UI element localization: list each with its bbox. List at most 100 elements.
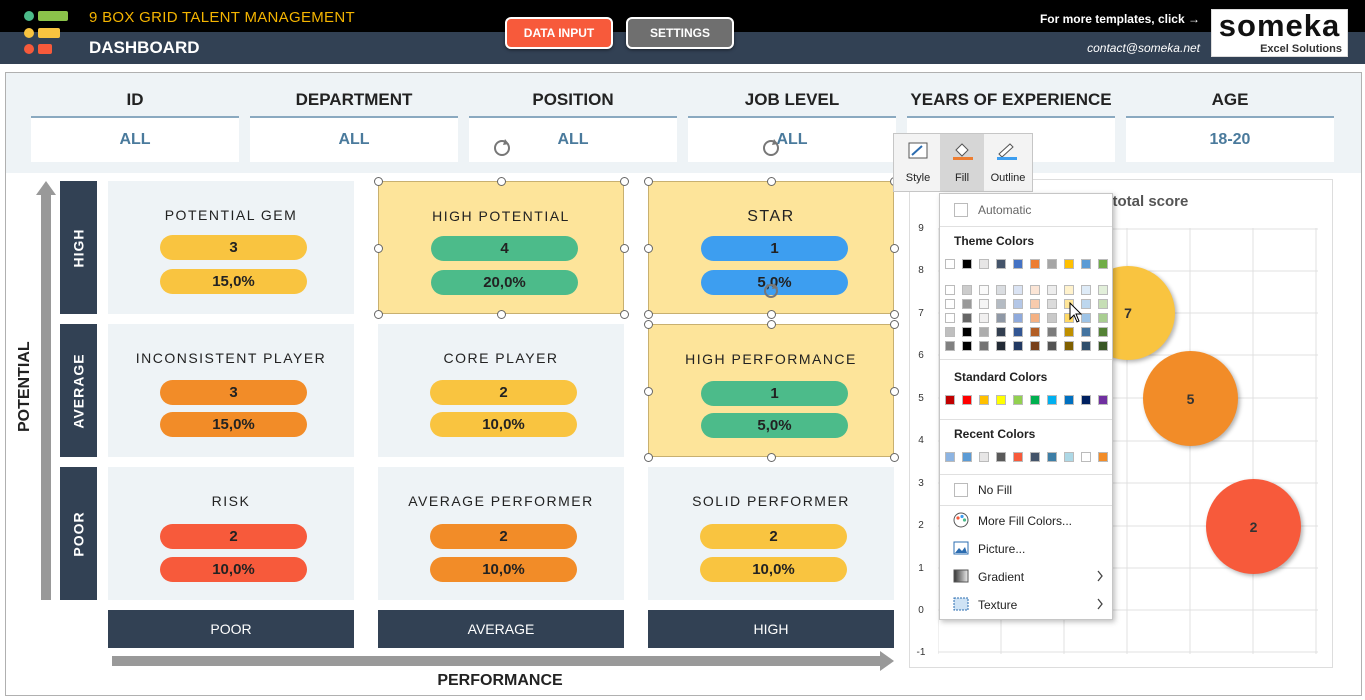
theme-color-shade-swatch[interactable] <box>945 341 955 351</box>
rotate-handle-icon[interactable] <box>760 280 782 302</box>
recent-color-swatch[interactable] <box>1013 452 1023 462</box>
theme-color-shade-swatch[interactable] <box>1047 313 1057 323</box>
theme-color-shade-swatch[interactable] <box>1030 285 1040 295</box>
theme-color-shade-swatch[interactable] <box>996 285 1006 295</box>
resize-handle[interactable] <box>890 310 899 319</box>
fill-button[interactable]: Fill <box>940 134 984 191</box>
recent-color-swatch[interactable] <box>1098 452 1108 462</box>
standard-color-swatch[interactable] <box>945 395 955 405</box>
theme-color-shade-swatch[interactable] <box>1013 327 1023 337</box>
resize-handle[interactable] <box>890 320 899 329</box>
theme-color-shade-swatch[interactable] <box>1047 285 1057 295</box>
theme-color-shade-swatch[interactable] <box>1098 299 1108 309</box>
standard-color-swatch[interactable] <box>962 395 972 405</box>
theme-color-shade-swatch[interactable] <box>1081 327 1091 337</box>
theme-color-shade-swatch[interactable] <box>1030 299 1040 309</box>
menu-automatic[interactable]: Automatic <box>978 203 1032 217</box>
filter-job-level-select[interactable]: ALL <box>688 116 896 162</box>
recent-color-swatch[interactable] <box>962 452 972 462</box>
resize-handle[interactable] <box>497 310 506 319</box>
resize-handle[interactable] <box>767 310 776 319</box>
resize-handle[interactable] <box>890 243 899 253</box>
recent-color-swatch[interactable] <box>1081 452 1091 462</box>
resize-handle[interactable] <box>644 177 653 186</box>
standard-color-swatch[interactable] <box>1081 395 1091 405</box>
resize-handle[interactable] <box>374 310 383 319</box>
theme-color-swatch[interactable] <box>996 259 1006 269</box>
outline-button[interactable]: Outline <box>984 134 1032 191</box>
theme-color-shade-swatch[interactable] <box>979 327 989 337</box>
theme-color-shade-swatch[interactable] <box>1098 341 1108 351</box>
grid-cell-average-performer[interactable]: AVERAGE PERFORMER 2 10,0% <box>378 467 624 600</box>
theme-color-shade-swatch[interactable] <box>1064 327 1074 337</box>
recent-color-swatch[interactable] <box>1064 452 1074 462</box>
theme-color-shade-swatch[interactable] <box>1013 341 1023 351</box>
resize-handle[interactable] <box>890 453 899 462</box>
theme-color-shade-swatch[interactable] <box>979 285 989 295</box>
theme-color-shade-swatch[interactable] <box>1013 313 1023 323</box>
theme-color-shade-swatch[interactable] <box>1030 313 1040 323</box>
theme-color-swatch[interactable] <box>1013 259 1023 269</box>
recent-color-swatch[interactable] <box>1030 452 1040 462</box>
resize-handle[interactable] <box>620 243 629 253</box>
grid-cell-core-player[interactable]: CORE PLAYER 2 10,0% <box>378 324 624 457</box>
chart-bubble[interactable]: 5 <box>1143 351 1238 446</box>
theme-color-swatch[interactable] <box>945 259 955 269</box>
theme-color-shade-swatch[interactable] <box>1013 299 1023 309</box>
theme-color-shade-swatch[interactable] <box>1098 285 1108 295</box>
menu-texture[interactable]: Texture <box>978 598 1018 612</box>
theme-color-shade-swatch[interactable] <box>1047 299 1057 309</box>
theme-color-shade-swatch[interactable] <box>945 299 955 309</box>
filter-id-select[interactable]: ALL <box>31 116 239 162</box>
menu-no-fill[interactable]: No Fill <box>978 483 1013 497</box>
settings-button[interactable]: SETTINGS <box>626 17 734 49</box>
theme-color-shade-swatch[interactable] <box>962 285 972 295</box>
theme-color-shade-swatch[interactable] <box>1047 341 1057 351</box>
theme-color-shade-swatch[interactable] <box>1013 285 1023 295</box>
theme-color-shade-swatch[interactable] <box>1047 327 1057 337</box>
grid-cell-inconsistent-player[interactable]: INCONSISTENT PLAYER 3 15,0% <box>108 324 354 457</box>
more-templates-link[interactable]: For more templates, click → <box>1000 12 1200 26</box>
resize-handle[interactable] <box>644 310 653 319</box>
grid-cell-high-potential[interactable]: HIGH POTENTIAL 4 20,0% <box>378 181 624 314</box>
standard-color-swatch[interactable] <box>1030 395 1040 405</box>
contact-email[interactable]: contact@someka.net <box>1087 41 1200 55</box>
resize-handle[interactable] <box>620 177 629 186</box>
theme-color-shade-swatch[interactable] <box>945 327 955 337</box>
theme-color-shade-swatch[interactable] <box>1081 313 1091 323</box>
theme-color-swatch[interactable] <box>1064 259 1074 269</box>
theme-color-shade-swatch[interactable] <box>979 313 989 323</box>
theme-color-shade-swatch[interactable] <box>996 299 1006 309</box>
resize-handle[interactable] <box>644 320 653 329</box>
theme-color-shade-swatch[interactable] <box>1030 327 1040 337</box>
standard-color-swatch[interactable] <box>1047 395 1057 405</box>
menu-picture[interactable]: Picture... <box>978 542 1026 556</box>
rotate-handle-icon[interactable] <box>759 136 783 160</box>
grid-cell-potential-gem[interactable]: POTENTIAL GEM 3 15,0% <box>108 181 354 314</box>
standard-color-swatch[interactable] <box>979 395 989 405</box>
theme-color-shade-swatch[interactable] <box>979 299 989 309</box>
chart-bubble[interactable]: 2 <box>1206 479 1301 574</box>
theme-color-swatch[interactable] <box>979 259 989 269</box>
theme-color-shade-swatch[interactable] <box>962 341 972 351</box>
theme-color-shade-swatch[interactable] <box>996 327 1006 337</box>
rotate-handle-icon[interactable] <box>490 136 514 160</box>
standard-color-swatch[interactable] <box>1098 395 1108 405</box>
filter-department-select[interactable]: ALL <box>250 116 458 162</box>
theme-color-shade-swatch[interactable] <box>1064 299 1074 309</box>
grid-cell-high-performance[interactable]: HIGH PERFORMANCE 1 5,0% <box>648 324 894 457</box>
resize-handle[interactable] <box>644 453 653 462</box>
theme-color-swatch[interactable] <box>1098 259 1108 269</box>
theme-color-shade-swatch[interactable] <box>1098 327 1108 337</box>
resize-handle[interactable] <box>644 243 653 253</box>
recent-color-swatch[interactable] <box>996 452 1006 462</box>
resize-handle[interactable] <box>767 320 776 329</box>
brand-logo[interactable]: someka Excel Solutions <box>1211 8 1348 57</box>
theme-color-shade-swatch[interactable] <box>945 285 955 295</box>
theme-color-shade-swatch[interactable] <box>1064 341 1074 351</box>
theme-color-shade-swatch[interactable] <box>945 313 955 323</box>
data-input-button[interactable]: DATA INPUT <box>505 17 613 49</box>
menu-gradient[interactable]: Gradient <box>978 570 1025 584</box>
theme-color-shade-swatch[interactable] <box>979 341 989 351</box>
resize-handle[interactable] <box>374 243 383 253</box>
